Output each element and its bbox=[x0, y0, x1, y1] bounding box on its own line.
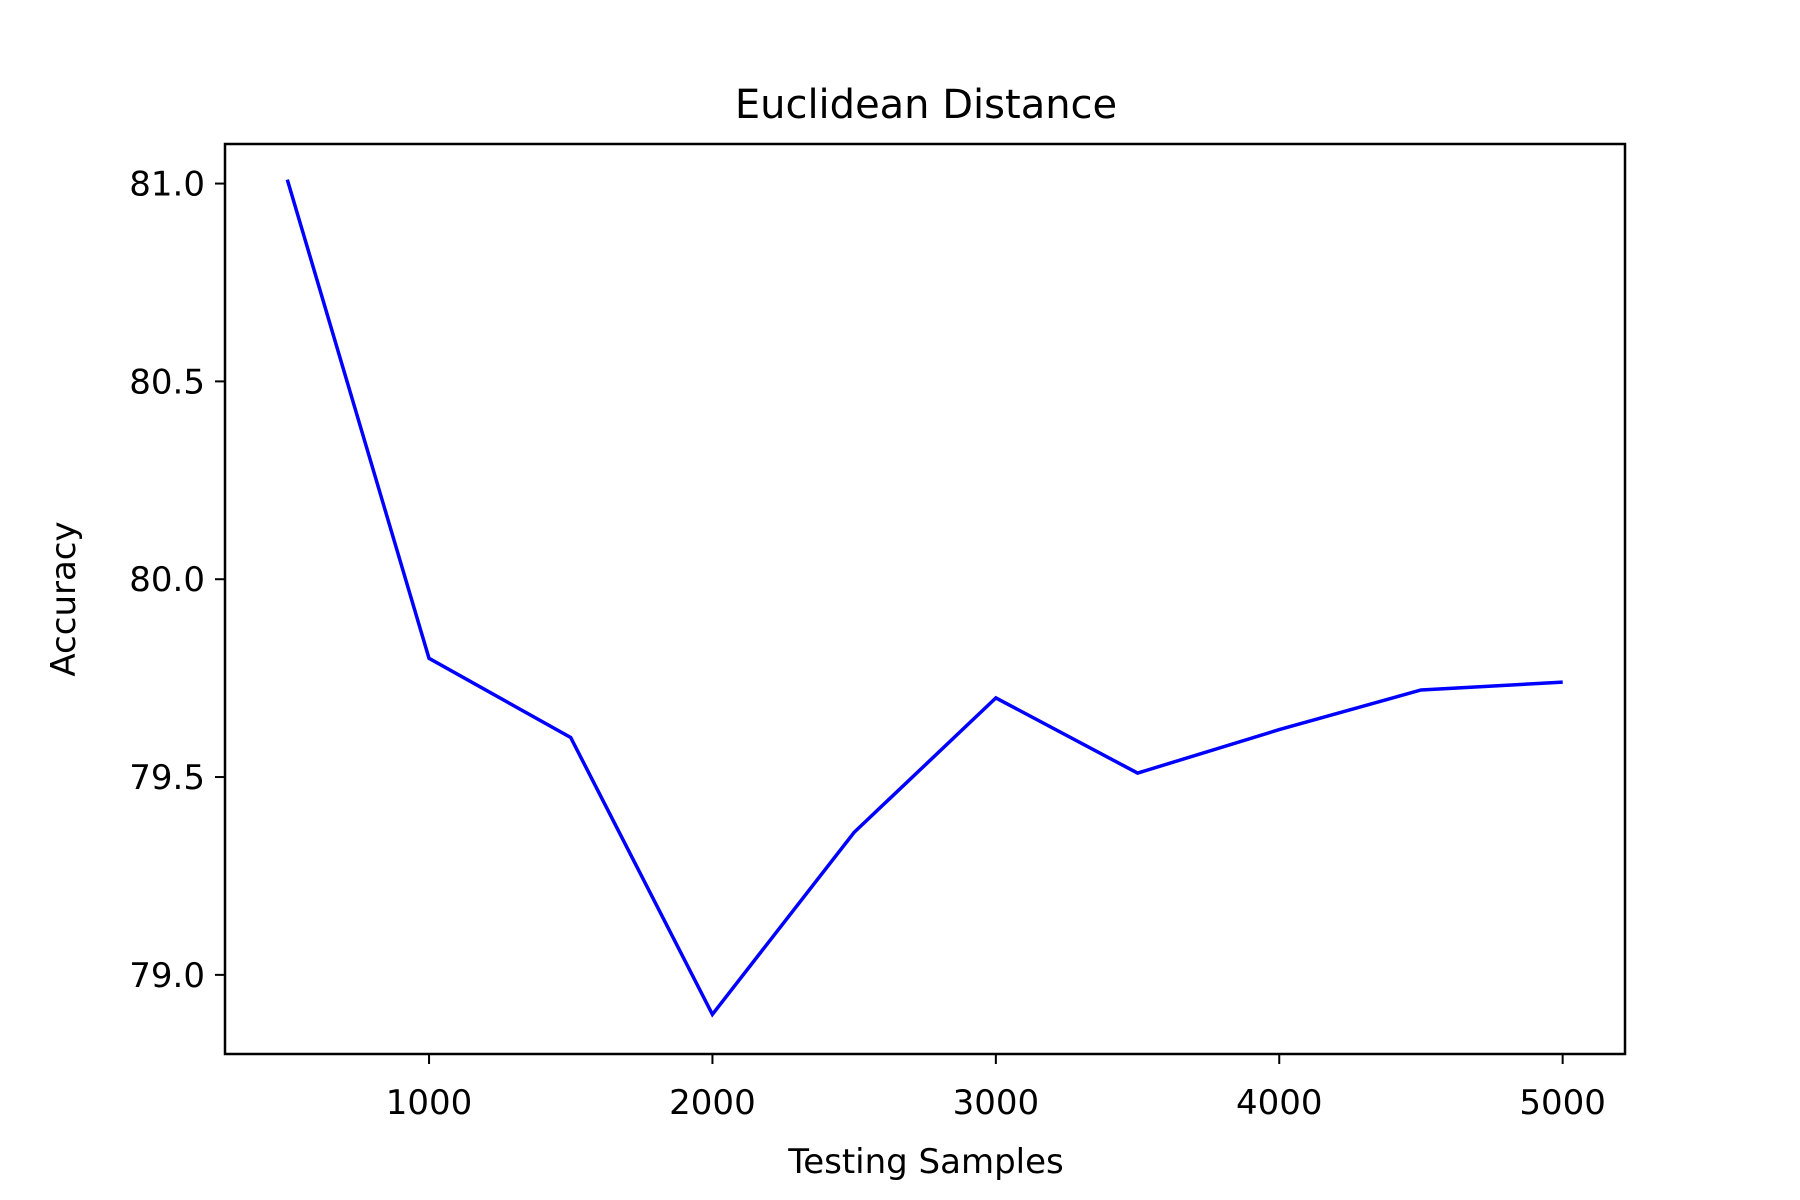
x-tick-label: 3000 bbox=[953, 1083, 1040, 1123]
accuracy-series-line bbox=[285, 179, 1563, 1018]
chart-title: Euclidean Distance bbox=[735, 82, 1117, 128]
x-tick-label: 2000 bbox=[669, 1083, 756, 1123]
plot-area bbox=[285, 179, 1563, 1018]
y-tick-label: 79.5 bbox=[129, 758, 205, 798]
y-tick-label: 80.5 bbox=[129, 362, 205, 402]
x-axis: 1000 2000 3000 4000 5000 bbox=[386, 1054, 1606, 1123]
y-tick-label: 81.0 bbox=[129, 165, 205, 205]
x-tick-label: 1000 bbox=[386, 1083, 473, 1123]
plot-frame bbox=[223, 142, 1627, 1056]
x-tick-label: 4000 bbox=[1236, 1083, 1323, 1123]
y-axis-label: Accuracy bbox=[44, 521, 84, 676]
y-axis: 79.0 79.5 80.0 80.5 81.0 bbox=[129, 165, 225, 996]
x-axis-label: Testing Samples bbox=[787, 1142, 1064, 1182]
y-tick-label: 80.0 bbox=[129, 560, 205, 600]
y-tick-label: 79.0 bbox=[129, 956, 205, 996]
x-tick-label: 5000 bbox=[1519, 1083, 1606, 1123]
